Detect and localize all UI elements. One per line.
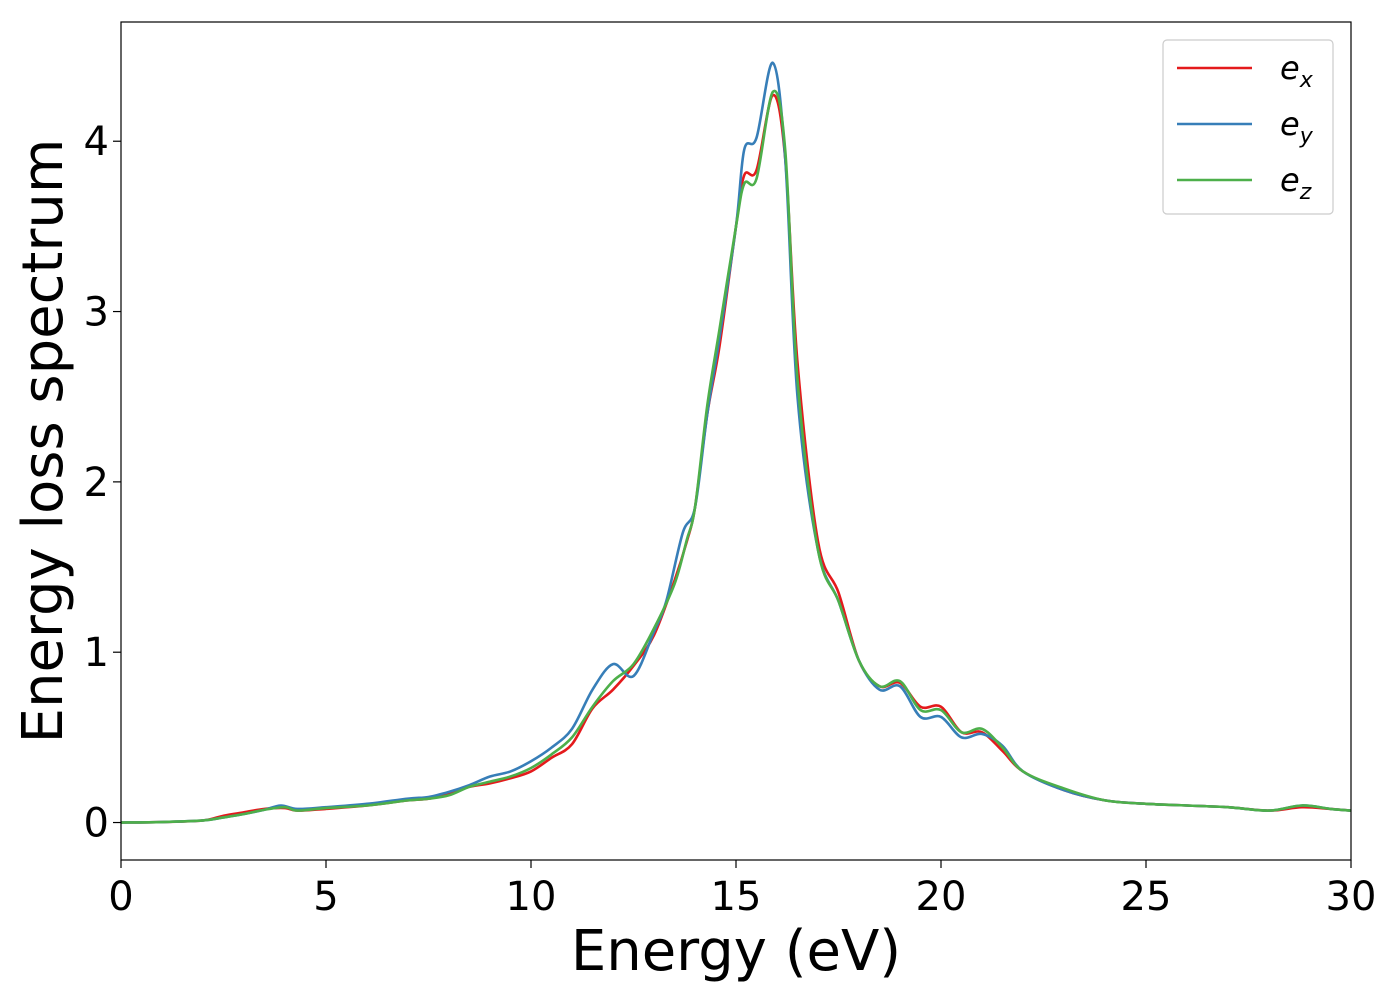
legend-label-z: ez bbox=[1280, 161, 1312, 205]
x-tick-label: 10 bbox=[506, 874, 557, 920]
x-tick-label: 30 bbox=[1326, 874, 1377, 920]
y-tick-label: 2 bbox=[84, 460, 109, 506]
y-tick-label: 1 bbox=[84, 630, 109, 676]
x-tick-label: 20 bbox=[916, 874, 967, 920]
y-tick-label: 4 bbox=[84, 119, 109, 165]
legend-label-x: ex bbox=[1280, 49, 1314, 93]
x-axis-title: Energy (eV) bbox=[571, 919, 901, 984]
legend-label-y: ey bbox=[1280, 105, 1314, 149]
y-axis-title: Energy loss spectrum bbox=[11, 139, 76, 744]
series-layer bbox=[121, 61, 1351, 824]
x-tick-label: 5 bbox=[313, 874, 338, 920]
y-tick-label: 0 bbox=[84, 801, 109, 847]
legend-frame bbox=[1162, 39, 1334, 215]
x-tick-label: 15 bbox=[711, 874, 762, 920]
y-tick-label: 3 bbox=[84, 290, 109, 336]
legend: ex ey ez bbox=[1162, 39, 1334, 215]
x-axis: 0 5 10 15 20 25 30 bbox=[108, 860, 1376, 920]
x-tick-label: 0 bbox=[108, 874, 133, 920]
y-axis: 0 1 2 3 4 bbox=[84, 119, 121, 847]
series-line-z bbox=[121, 89, 1351, 824]
x-tick-label: 25 bbox=[1121, 874, 1172, 920]
plot-area bbox=[121, 22, 1351, 860]
